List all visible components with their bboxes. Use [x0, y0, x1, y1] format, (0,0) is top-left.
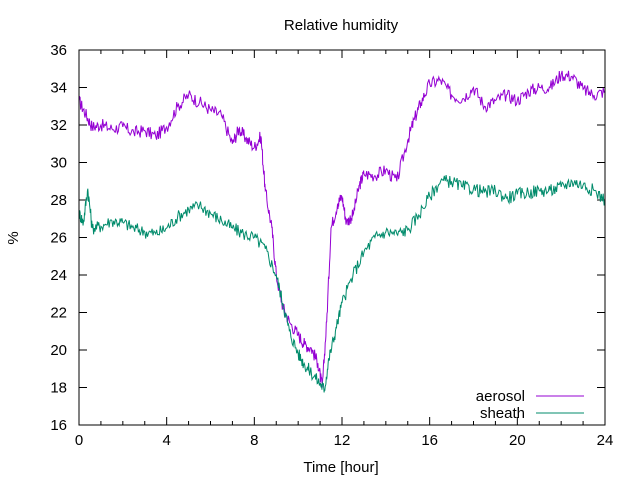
- legend-label-aerosol: aerosol: [476, 388, 525, 405]
- x-tick-label: 0: [75, 432, 83, 449]
- series-line-aerosol: [78, 70, 606, 388]
- chart-title: Relative humidity: [284, 17, 399, 34]
- y-tick-label: 22: [50, 305, 67, 322]
- y-tick-label: 34: [50, 80, 67, 97]
- x-tick-label: 12: [334, 432, 351, 449]
- y-tick-label: 30: [50, 155, 67, 172]
- y-tick-label: 32: [50, 117, 67, 134]
- axes: 0 4 8 12 16 20 24 16 18 20 22 24 26 28 30 32 34 36: [50, 42, 613, 449]
- y-tick-label: 20: [50, 342, 67, 359]
- legend-label-sheath: sheath: [480, 405, 525, 422]
- x-tick-label: 20: [509, 432, 526, 449]
- y-axis-label: %: [5, 231, 22, 244]
- plot-frame: [78, 49, 606, 426]
- x-tick-label: 24: [597, 432, 614, 449]
- y-tick-label: 16: [50, 417, 67, 434]
- y-tick-label: 28: [50, 192, 67, 209]
- y-tick-label: 24: [50, 267, 67, 284]
- y-tick-label: 18: [50, 380, 67, 397]
- x-tick-label: 16: [421, 432, 438, 449]
- series-line-sheath: [78, 175, 606, 393]
- x-tick-label: 8: [250, 432, 258, 449]
- y-tick-label: 36: [50, 42, 67, 59]
- x-tick-label: 4: [162, 432, 170, 449]
- series-group: [78, 70, 606, 393]
- y-tick-label: 26: [50, 230, 67, 247]
- x-axis-label: Time [hour]: [303, 459, 378, 476]
